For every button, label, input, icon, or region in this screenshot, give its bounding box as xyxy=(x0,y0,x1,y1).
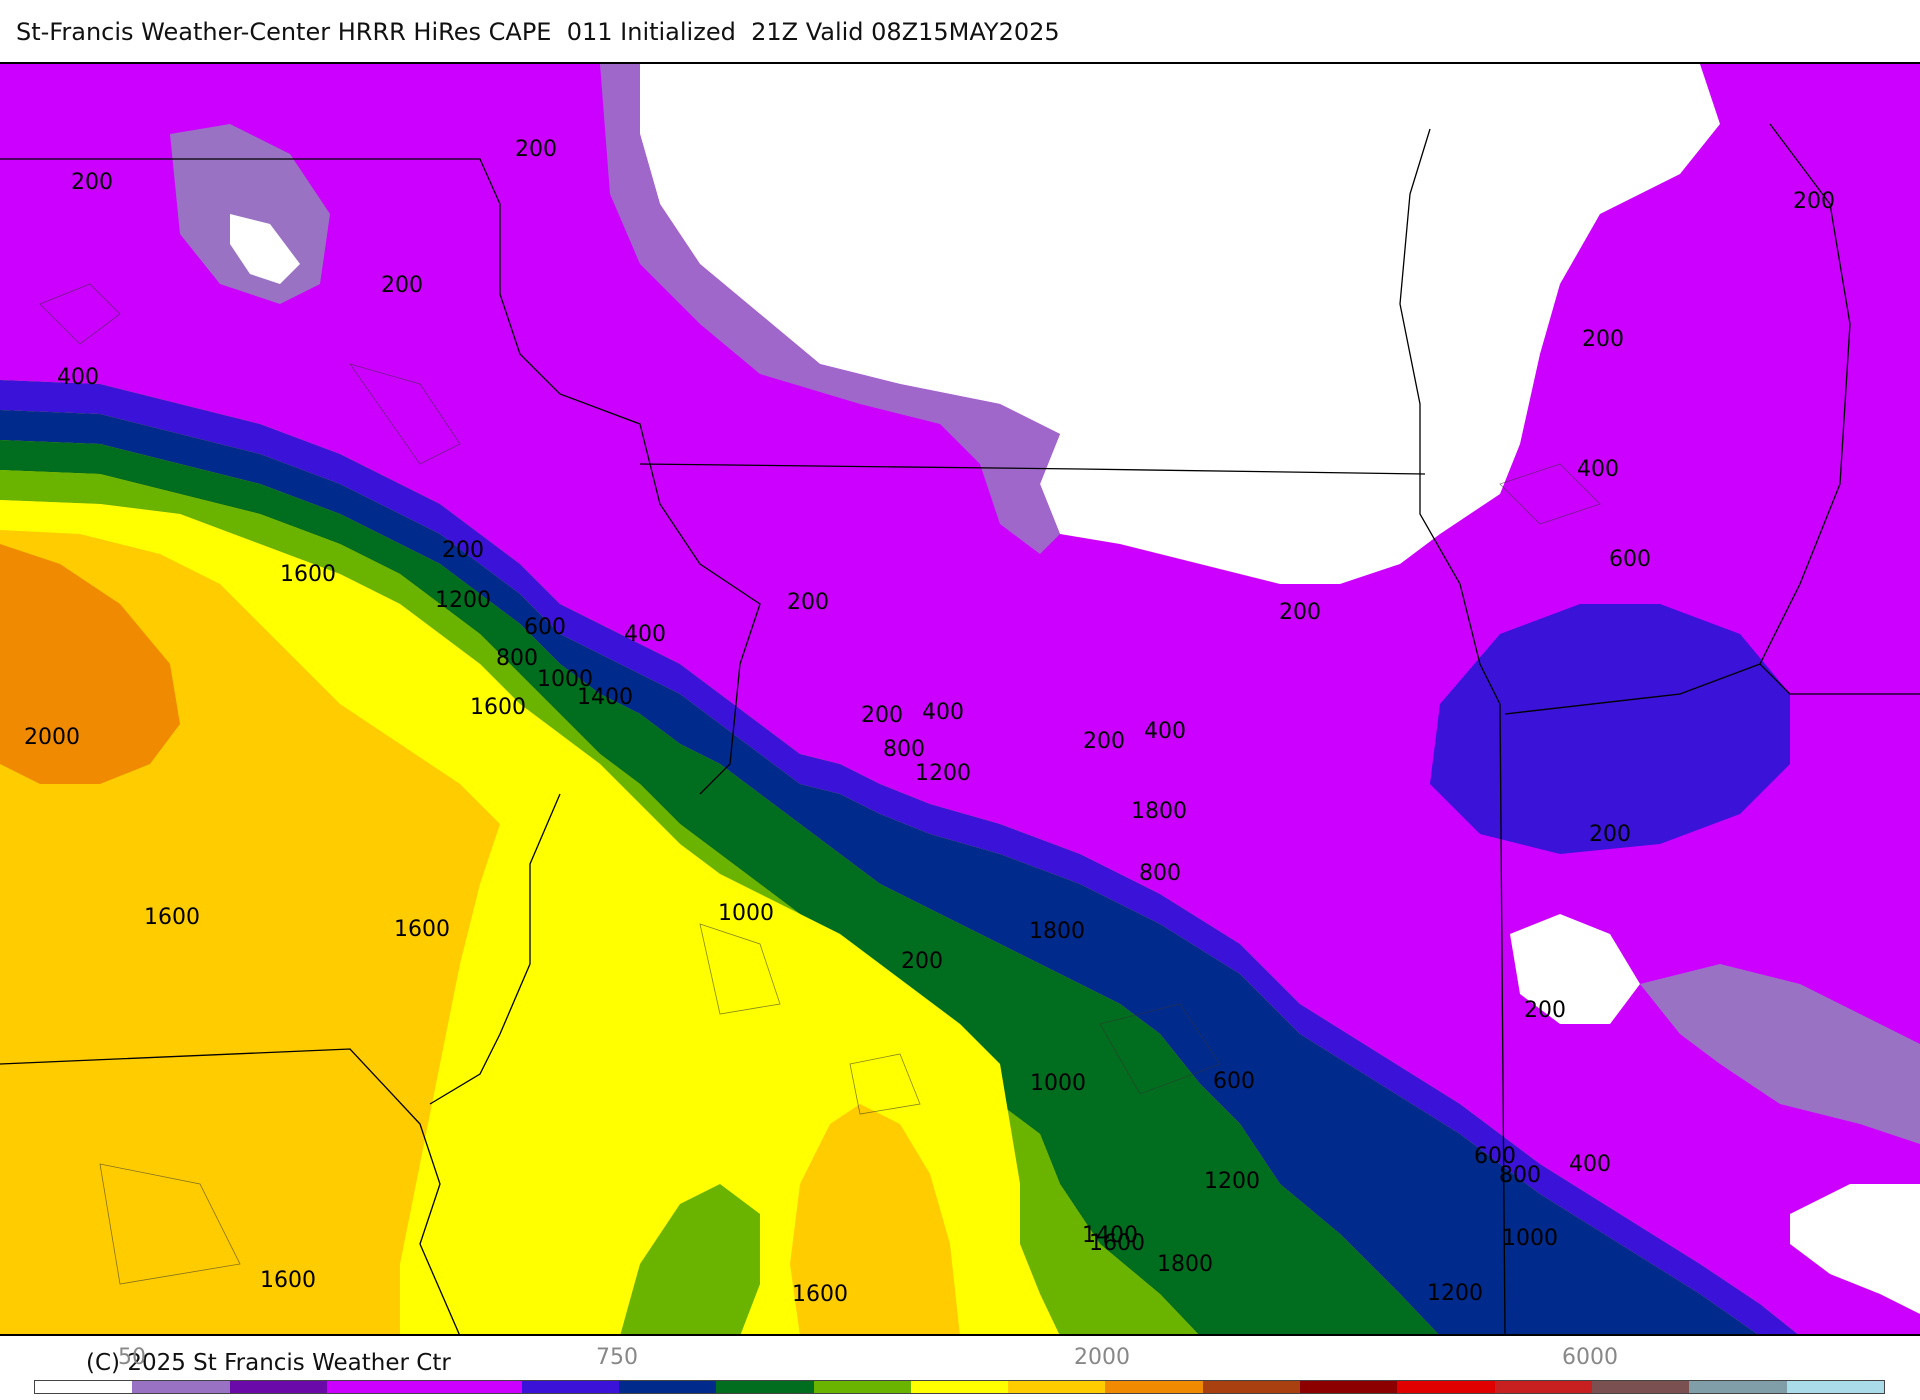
contour-label: 2000 xyxy=(24,725,80,750)
contour-label: 1600 xyxy=(792,1282,848,1307)
map-title: St-Francis Weather-Center HRRR HiRes CAP… xyxy=(16,18,1060,46)
cape-fill-gold-south xyxy=(790,1104,960,1334)
cape-fill-navy xyxy=(0,410,1758,1334)
colorbar-swatch xyxy=(424,1381,522,1393)
cape-fill-orange xyxy=(0,544,180,784)
contour-label: 400 xyxy=(922,700,964,725)
colorbar-swatch xyxy=(1494,1381,1592,1393)
colorbar-swatch xyxy=(132,1381,230,1393)
contour-label: 1800 xyxy=(1029,919,1085,944)
colorbar-swatch xyxy=(521,1381,619,1393)
contour-label: 1200 xyxy=(435,588,491,613)
contour-label: 200 xyxy=(71,170,113,195)
contour-label: 800 xyxy=(883,737,925,762)
colorbar-swatch xyxy=(35,1381,133,1393)
contour-label: 400 xyxy=(57,365,99,390)
contour-label: 800 xyxy=(1139,861,1181,886)
cape-fill-lavender-rim xyxy=(600,64,1060,554)
contour-label: 200 xyxy=(381,273,423,298)
cape-colorbar xyxy=(34,1380,1885,1394)
contour-label: 600 xyxy=(524,615,566,640)
colorbar-swatch xyxy=(1300,1381,1398,1393)
contour-label: 1600 xyxy=(470,695,526,720)
contour-label: 1000 xyxy=(718,901,774,926)
cape-fill-blue-east xyxy=(1430,604,1790,854)
contour-label: 1600 xyxy=(1089,1231,1145,1256)
contour-label: 400 xyxy=(1577,457,1619,482)
contour-label: 200 xyxy=(861,703,903,728)
colorbar-swatch xyxy=(1202,1381,1301,1393)
cape-fill-white-east xyxy=(1510,914,1640,1024)
colorbar-swatch xyxy=(716,1381,814,1393)
colorbar-swatch xyxy=(618,1381,717,1393)
contour-label: 400 xyxy=(1144,719,1186,744)
contour-label: 200 xyxy=(442,538,484,563)
contour-label: 1200 xyxy=(915,761,971,786)
contour-label: 200 xyxy=(1589,822,1631,847)
contour-label: 200 xyxy=(515,137,557,162)
contour-label: 600 xyxy=(1213,1069,1255,1094)
contour-label: 200 xyxy=(1582,327,1624,352)
contour-label: 200 xyxy=(1524,998,1566,1023)
colorbar-tick-label: 50 xyxy=(118,1345,146,1370)
contour-label: 1200 xyxy=(1204,1169,1260,1194)
contour-label: 200 xyxy=(901,949,943,974)
contour-label: 800 xyxy=(1499,1163,1541,1188)
contour-label: 1000 xyxy=(537,667,593,692)
contour-label: 400 xyxy=(624,622,666,647)
contour-label: 200 xyxy=(1279,600,1321,625)
contour-label: 400 xyxy=(1569,1152,1611,1177)
cape-fill-green-south xyxy=(620,1184,760,1334)
cape-map: 200 200 200 400 200 1600 1200 600 400 800 1000 1400… xyxy=(0,62,1920,1336)
contour-label: 1400 xyxy=(1082,1223,1138,1248)
cape-fill-white-nw xyxy=(230,214,300,284)
contour-label: 200 xyxy=(787,590,829,615)
cape-fill-dark-green xyxy=(0,440,1439,1334)
colorbar-swatch xyxy=(1592,1381,1690,1393)
contour-label: 600 xyxy=(1609,547,1651,572)
colorbar-swatch xyxy=(813,1381,911,1393)
contour-label: 800 xyxy=(496,646,538,671)
colorbar-swatch xyxy=(1689,1381,1787,1393)
cape-fill-blue xyxy=(0,380,1798,1334)
contour-label: 1600 xyxy=(144,905,200,930)
cape-fill-white-north xyxy=(640,64,1720,584)
colorbar-swatch xyxy=(1786,1381,1884,1393)
contour-label: 1600 xyxy=(260,1268,316,1293)
colorbar-swatch xyxy=(1397,1381,1495,1393)
cape-fill-white-southeast xyxy=(1790,1184,1920,1314)
colorbar-swatch xyxy=(326,1381,425,1393)
contour-label: 200 xyxy=(1793,189,1835,214)
cape-isolines xyxy=(39,283,1601,1285)
contour-label: 1600 xyxy=(394,917,450,942)
contour-label: 600 xyxy=(1474,1144,1516,1169)
colorbar-tick-label: 750 xyxy=(596,1345,638,1370)
colorbar-swatch xyxy=(229,1381,327,1393)
contour-label: 1400 xyxy=(577,685,633,710)
colorbar-swatch xyxy=(1105,1381,1203,1393)
contour-label: 1800 xyxy=(1131,799,1187,824)
contour-label: 1000 xyxy=(1030,1071,1086,1096)
state-boundaries xyxy=(0,123,1920,1334)
contour-label: 1600 xyxy=(280,562,336,587)
cape-fill-lavender-east xyxy=(1640,964,1920,1144)
contour-label: 1800 xyxy=(1157,1252,1213,1277)
contour-label: 1000 xyxy=(1502,1226,1558,1251)
colorbar-swatch xyxy=(910,1381,1009,1393)
colorbar-tick-label: 6000 xyxy=(1562,1345,1618,1370)
contour-label: 1200 xyxy=(1427,1281,1483,1306)
colorbar-swatch xyxy=(1008,1381,1106,1393)
contour-label: 200 xyxy=(1083,729,1125,754)
colorbar-tick-label: 2000 xyxy=(1074,1345,1130,1370)
copyright-notice: (C) 2025 St Francis Weather Ctr xyxy=(86,1350,451,1376)
cape-fill-green xyxy=(0,470,1199,1334)
